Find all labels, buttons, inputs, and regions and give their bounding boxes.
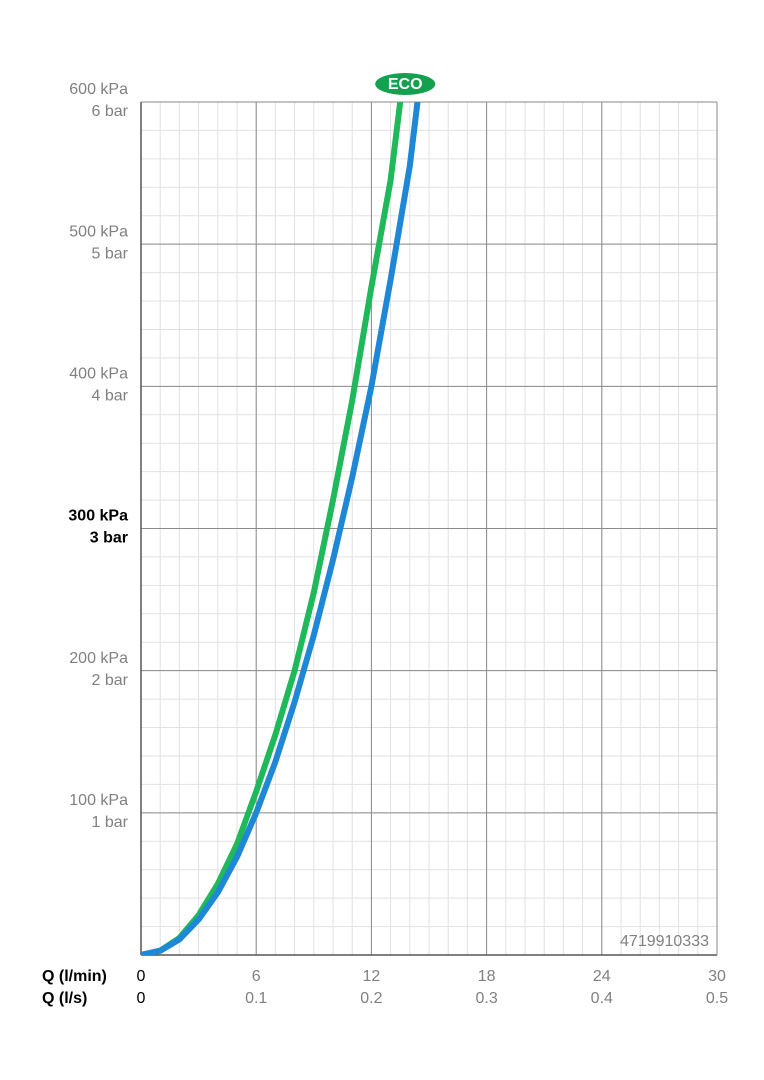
x2-tick-label: 0.4 [591, 990, 613, 1007]
y2-tick-label: 4 bar [92, 388, 129, 405]
labels: 0 6 12 18 24 30 0 0.1 0.2 0.3 0.4 0.5 Q (l/min) Q (l/… [42, 73, 728, 1007]
x-tick-label: 12 [363, 968, 381, 985]
x2-tick-label: 0.2 [360, 990, 382, 1007]
x-tick-label: 30 [708, 968, 726, 985]
annotation: 4719910333 [620, 933, 709, 950]
y2-tick-label: 2 bar [92, 672, 129, 689]
y-tick-label: 500 kPa [69, 223, 128, 240]
curves [141, 102, 421, 955]
x2-axis-label: Q (l/s) [42, 990, 87, 1007]
x2-tick-label: 0.3 [475, 990, 497, 1007]
y-tick-label: 200 kPa [69, 650, 128, 667]
y-tick-label: 600 kPa [69, 81, 128, 98]
x-tick-label: 6 [252, 968, 261, 985]
y2-tick-label: 1 bar [92, 814, 129, 831]
y-tick-label: 100 kPa [69, 792, 128, 809]
x-tick-label: 0 [137, 968, 146, 985]
grid [140, 101, 718, 956]
x2-tick-label: 0.5 [706, 990, 728, 1007]
y2-tick-label: 5 bar [92, 245, 129, 262]
x-tick-label: 18 [478, 968, 496, 985]
x2-tick-label: 0.1 [245, 990, 267, 1007]
x2-tick-label: 0 [137, 990, 146, 1007]
y-tick-label: 300 kPa [68, 508, 128, 525]
y-tick-label: 400 kPa [69, 366, 128, 383]
legend-badge [375, 73, 436, 95]
legend-label: ECO [388, 76, 423, 93]
x-axis-label: Q (l/min) [42, 968, 107, 985]
curve [141, 102, 421, 955]
x-tick-label: 24 [593, 968, 611, 985]
y2-tick-label: 3 bar [90, 530, 128, 547]
y2-tick-label: 6 bar [92, 103, 129, 120]
